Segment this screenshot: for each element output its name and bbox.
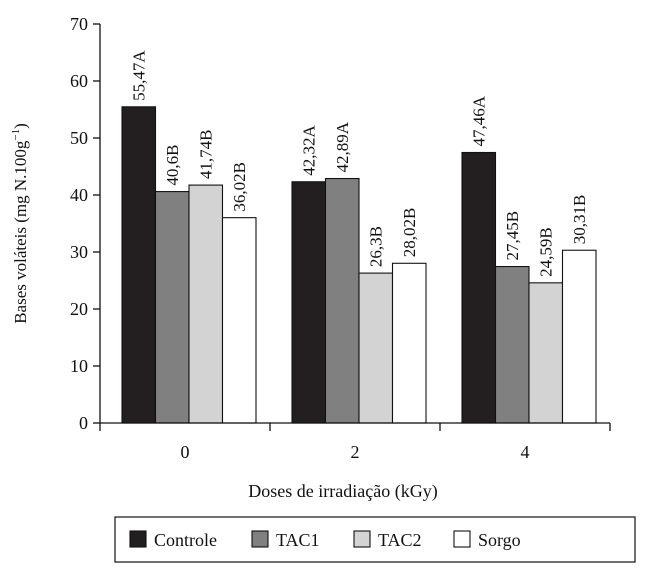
- y-axis-title-close: ): [11, 123, 30, 129]
- legend-swatch-controle: [129, 530, 147, 548]
- legend: Controle TAC1 TAC2 Sorgo: [114, 516, 636, 563]
- bar-data-label: 40,6B: [163, 144, 182, 185]
- bar-tac1-0: [154, 191, 190, 424]
- bar-controle-0: [121, 106, 157, 424]
- bar-data-label: 28,02B: [400, 208, 419, 258]
- bar-data-label: 55,47A: [130, 50, 149, 101]
- y-tick-label: 0: [79, 413, 88, 433]
- y-axis-title: Bases voláteis (mg N.100g−1): [10, 123, 30, 324]
- legend-label-tac2: TAC2: [378, 530, 422, 550]
- bar-tac2-4: [528, 282, 564, 424]
- bars: [121, 106, 597, 424]
- y-axis-title-main: Bases voláteis (mg N.100g: [11, 140, 30, 324]
- y-tick-label: 50: [70, 128, 88, 148]
- bar-tac1-4: [494, 265, 530, 424]
- x-axis-ticks: 0 2 4: [99, 423, 611, 462]
- bar-data-label: 27,45B: [503, 211, 522, 261]
- legend-box: [114, 516, 636, 563]
- y-tick-label: 20: [70, 299, 88, 319]
- bar-controle-4: [461, 151, 497, 424]
- y-tick-label: 40: [70, 185, 88, 205]
- bar-controle-2: [291, 181, 327, 424]
- legend-label-tac1: TAC1: [276, 530, 320, 550]
- y-axis-ticks: 0 10 20 30 40 50 60 70: [70, 14, 100, 433]
- y-tick-label: 60: [70, 71, 88, 91]
- legend-swatch-tac1: [251, 530, 269, 548]
- bar-data-label: 47,46A: [470, 95, 489, 146]
- bar-tac2-2: [358, 272, 394, 424]
- x-axis-title: Doses de irradiação (kGy): [248, 481, 437, 502]
- bar-data-label: 41,74B: [197, 129, 216, 179]
- x-tick-label: 0: [181, 442, 190, 462]
- bar-data-labels: 55,47A 40,6B 41,74B 36,02B 42,32A 42,89A 26,3B…: [130, 50, 590, 277]
- bar-sorgo-0: [221, 217, 257, 424]
- legend-swatch-tac2: [353, 530, 371, 548]
- bar-data-label: 42,32A: [300, 125, 319, 176]
- x-tick-label: 4: [521, 442, 530, 462]
- x-tick-label: 2: [351, 442, 360, 462]
- y-axis-title-superscript: −1: [10, 129, 22, 141]
- y-tick-label: 70: [70, 14, 88, 34]
- bar-sorgo-4: [561, 249, 597, 424]
- y-tick-label: 30: [70, 242, 88, 262]
- legend-label-sorgo: Sorgo: [478, 530, 521, 550]
- bar-sorgo-2: [391, 262, 427, 424]
- bar-tac2-0: [188, 184, 224, 424]
- bar-data-label: 42,89A: [333, 121, 352, 172]
- bar-data-label: 30,31B: [570, 195, 589, 245]
- bar-data-label: 36,02B: [230, 162, 249, 212]
- y-tick-label: 10: [70, 356, 88, 376]
- bar-data-label: 26,3B: [367, 226, 386, 267]
- legend-swatch-sorgo: [453, 530, 471, 548]
- bar-data-label: 24,59B: [537, 227, 556, 277]
- legend-label-controle: Controle: [154, 530, 217, 550]
- bar-tac1-2: [324, 177, 360, 424]
